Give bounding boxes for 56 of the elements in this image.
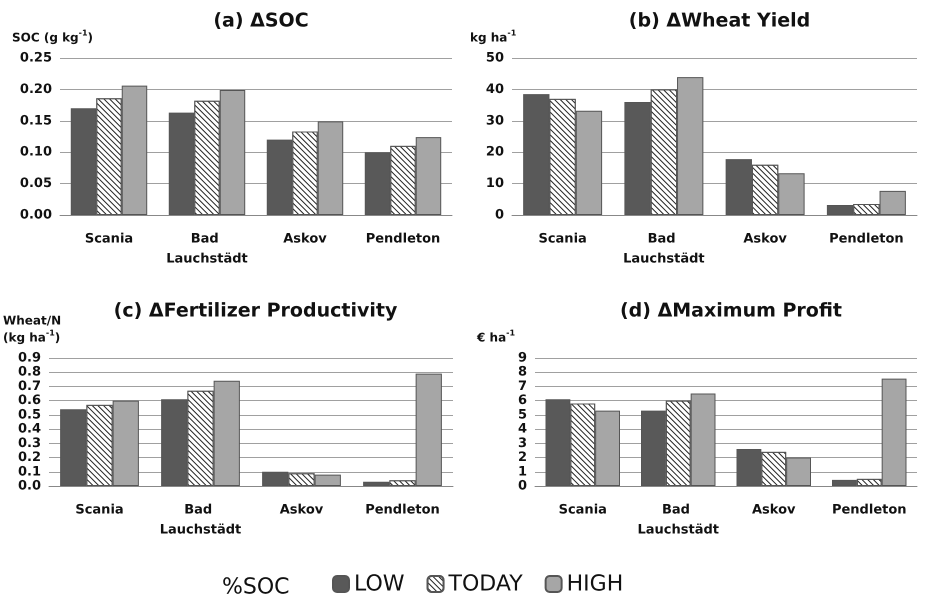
x-tick-label: Bad Lauchstädt: [166, 232, 248, 266]
y-tick-label: 1: [518, 464, 527, 480]
y-tick-label: 4: [518, 422, 527, 437]
y-tick-label: 0.15: [20, 113, 52, 128]
y-tick-label: 0.6: [18, 393, 41, 408]
x-tick-label: Pendleton: [365, 502, 440, 518]
y-tick-label: 2: [518, 450, 527, 466]
y-tick-label: 0.8: [18, 364, 41, 380]
y-tick-label: 0.2: [18, 450, 41, 466]
x-tick-label: Scania: [538, 232, 587, 246]
chart-title: (a) ΔSOC: [213, 10, 309, 32]
y-tick-label: 8: [518, 364, 527, 380]
chart-title: (c) ΔFertilizer Productivity: [114, 300, 398, 322]
y-tick-label: 7: [518, 378, 527, 394]
x-tick-label: Askov: [283, 232, 328, 246]
x-tick-label: Pendleton: [366, 232, 440, 246]
y-tick-label: 40: [486, 82, 504, 97]
y-tick-label: 0.9: [18, 350, 41, 366]
x-tick-label: Scania: [75, 502, 124, 518]
x-tick-label: Askov: [280, 502, 324, 518]
chart-title: (b) ΔWheat Yield: [628, 10, 810, 32]
x-tick-label: Askov: [743, 232, 788, 246]
y-tick-label: 0.7: [18, 378, 41, 394]
y-tick-label: 0.25: [20, 50, 52, 66]
legend-label: HIGH: [566, 572, 624, 596]
x-tick-label: Askov: [752, 502, 796, 518]
y-tick-label: 0.3: [18, 436, 41, 451]
legend-title: %SOC: [222, 574, 290, 600]
y-tick-label: 20: [486, 144, 504, 160]
x-tick-label: Bad Lauchstädt: [160, 502, 242, 538]
y-tick-label: 0.4: [18, 422, 41, 437]
y-tick-label: 0: [494, 208, 504, 222]
y-tick-label: 9: [518, 350, 527, 366]
y-tick-label: 0.00: [20, 208, 52, 222]
y-tick-label: 3: [518, 436, 527, 451]
y-tick-label: 0: [518, 478, 527, 494]
y-tick-label: 6: [518, 393, 527, 408]
y-tick-label: 0.1: [18, 464, 41, 480]
y-tick-label: 0.5: [18, 407, 41, 422]
y-tick-label: 0.10: [20, 144, 52, 160]
y-tick-label: 30: [486, 113, 504, 128]
y-tick-label: 10: [486, 176, 504, 192]
x-tick-label: Pendleton: [832, 502, 907, 518]
x-tick-label: Pendleton: [829, 232, 904, 246]
x-tick-label: Scania: [84, 232, 134, 246]
chart-title: (d) ΔMaximum Profit: [620, 300, 842, 322]
x-tick-label: Bad Lauchstädt: [623, 232, 705, 266]
y-tick-label: 50: [486, 50, 504, 66]
x-tick-label: Scania: [558, 502, 607, 518]
y-tick-label: 0.05: [20, 176, 52, 192]
y-tick-label: 0.0: [18, 478, 41, 494]
y-tick-label: 5: [518, 407, 527, 422]
legend-label: TODAY: [448, 572, 524, 596]
y-tick-label: 0.20: [20, 82, 52, 97]
legend-label: LOW: [354, 572, 405, 596]
x-tick-label: Bad Lauchstädt: [637, 502, 720, 538]
